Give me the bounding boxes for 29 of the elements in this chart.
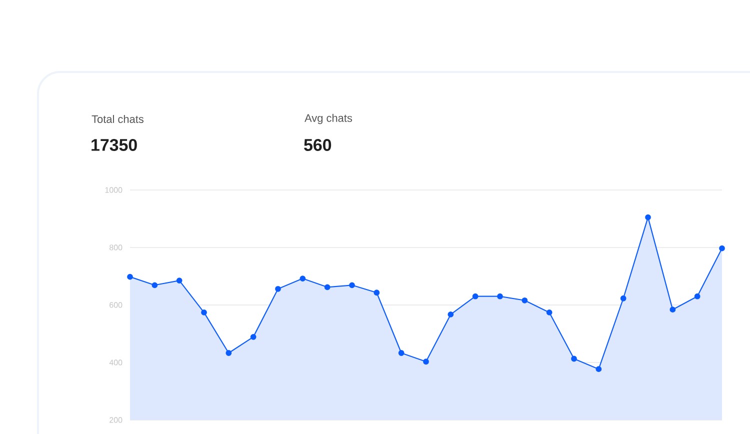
point — [472, 293, 478, 300]
point — [374, 290, 380, 296]
point — [670, 306, 676, 313]
point — [522, 297, 528, 304]
point — [596, 366, 602, 372]
point — [620, 295, 626, 302]
point — [546, 310, 552, 316]
point — [423, 358, 429, 365]
point — [226, 350, 232, 356]
text: 17350 — [92, 138, 137, 151]
point — [275, 286, 281, 292]
text: Avg chats — [304, 114, 352, 124]
point — [645, 214, 651, 220]
point — [300, 276, 306, 282]
text: 560 — [304, 138, 332, 151]
point — [719, 245, 725, 252]
point — [694, 293, 700, 300]
point — [152, 282, 158, 288]
point — [176, 278, 182, 284]
point — [349, 282, 355, 288]
point — [497, 293, 503, 300]
point — [324, 284, 330, 290]
text: Total chats — [92, 114, 144, 124]
point — [571, 356, 577, 362]
point — [398, 350, 404, 356]
point — [448, 312, 454, 318]
point — [201, 310, 207, 316]
point — [250, 334, 256, 340]
point — [127, 274, 133, 280]
